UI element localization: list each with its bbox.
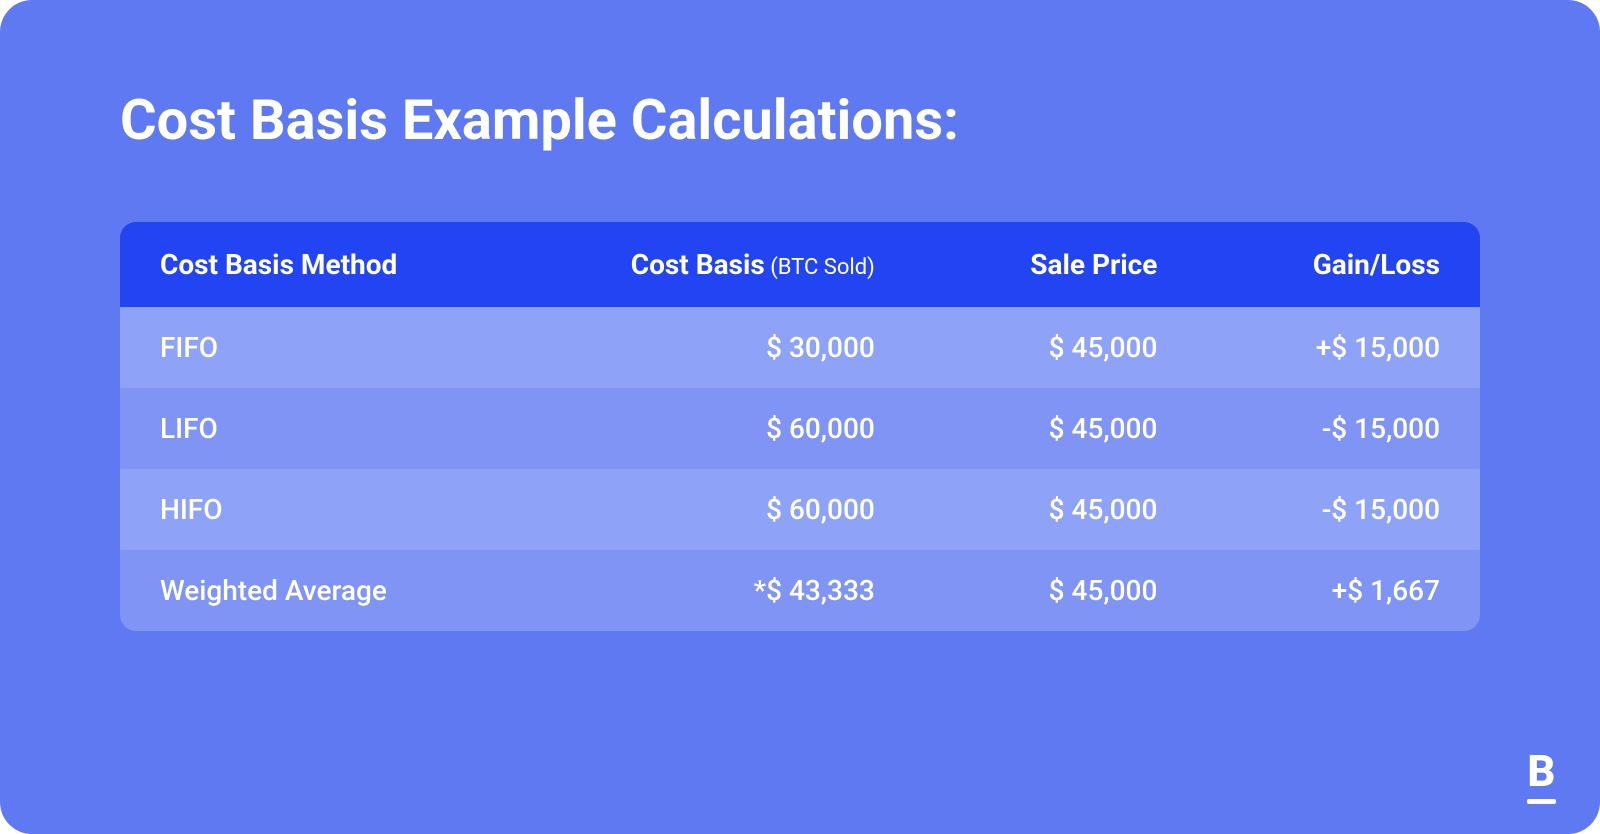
cell-method: HIFO [160,493,542,526]
cell-gain-loss: -$ 15,000 [1157,493,1440,526]
col-header-method-label: Cost Basis Method [160,248,397,281]
cell-gain-loss: +$ 1,667 [1157,574,1440,607]
cell-sale-price: $ 45,000 [875,331,1158,364]
col-header-cost-basis-label: Cost Basis [631,248,765,281]
cell-cost-basis: $ 30,000 [542,331,874,364]
brand-logo-underline [1527,799,1556,804]
col-header-cost-basis: Cost Basis (BTC Sold) [542,248,874,281]
cell-method: FIFO [160,331,542,364]
cell-gain-loss: -$ 15,000 [1157,412,1440,445]
cost-basis-table: Cost Basis Method Cost Basis (BTC Sold) … [120,222,1480,631]
col-header-gain-loss-label: Gain/Loss [1313,248,1440,281]
col-header-sale-price: Sale Price [875,248,1158,281]
cell-cost-basis: $ 60,000 [542,493,874,526]
brand-logo-letter: B [1527,745,1556,797]
table-body: FIFO $ 30,000 $ 45,000 +$ 15,000 LIFO $ … [120,307,1480,631]
cell-gain-loss: +$ 15,000 [1157,331,1440,364]
col-header-gain-loss: Gain/Loss [1157,248,1440,281]
col-header-method: Cost Basis Method [160,248,542,281]
col-header-cost-basis-sub: (BTC Sold) [765,255,875,280]
cell-cost-basis: *$ 43,333 [542,574,874,607]
table-row: FIFO $ 30,000 $ 45,000 +$ 15,000 [120,307,1480,388]
page-title: Cost Basis Example Calculations: [120,90,1480,152]
cell-method: LIFO [160,412,542,445]
cell-sale-price: $ 45,000 [875,412,1158,445]
cell-sale-price: $ 45,000 [875,574,1158,607]
table-header-row: Cost Basis Method Cost Basis (BTC Sold) … [120,222,1480,307]
table-row: Weighted Average *$ 43,333 $ 45,000 +$ 1… [120,550,1480,631]
table-row: LIFO $ 60,000 $ 45,000 -$ 15,000 [120,388,1480,469]
cell-method: Weighted Average [160,574,542,607]
cell-sale-price: $ 45,000 [875,493,1158,526]
col-header-sale-price-label: Sale Price [1030,248,1157,281]
brand-logo: B [1527,745,1556,804]
cell-cost-basis: $ 60,000 [542,412,874,445]
table-row: HIFO $ 60,000 $ 45,000 -$ 15,000 [120,469,1480,550]
infographic-card: Cost Basis Example Calculations: Cost Ba… [0,0,1600,834]
